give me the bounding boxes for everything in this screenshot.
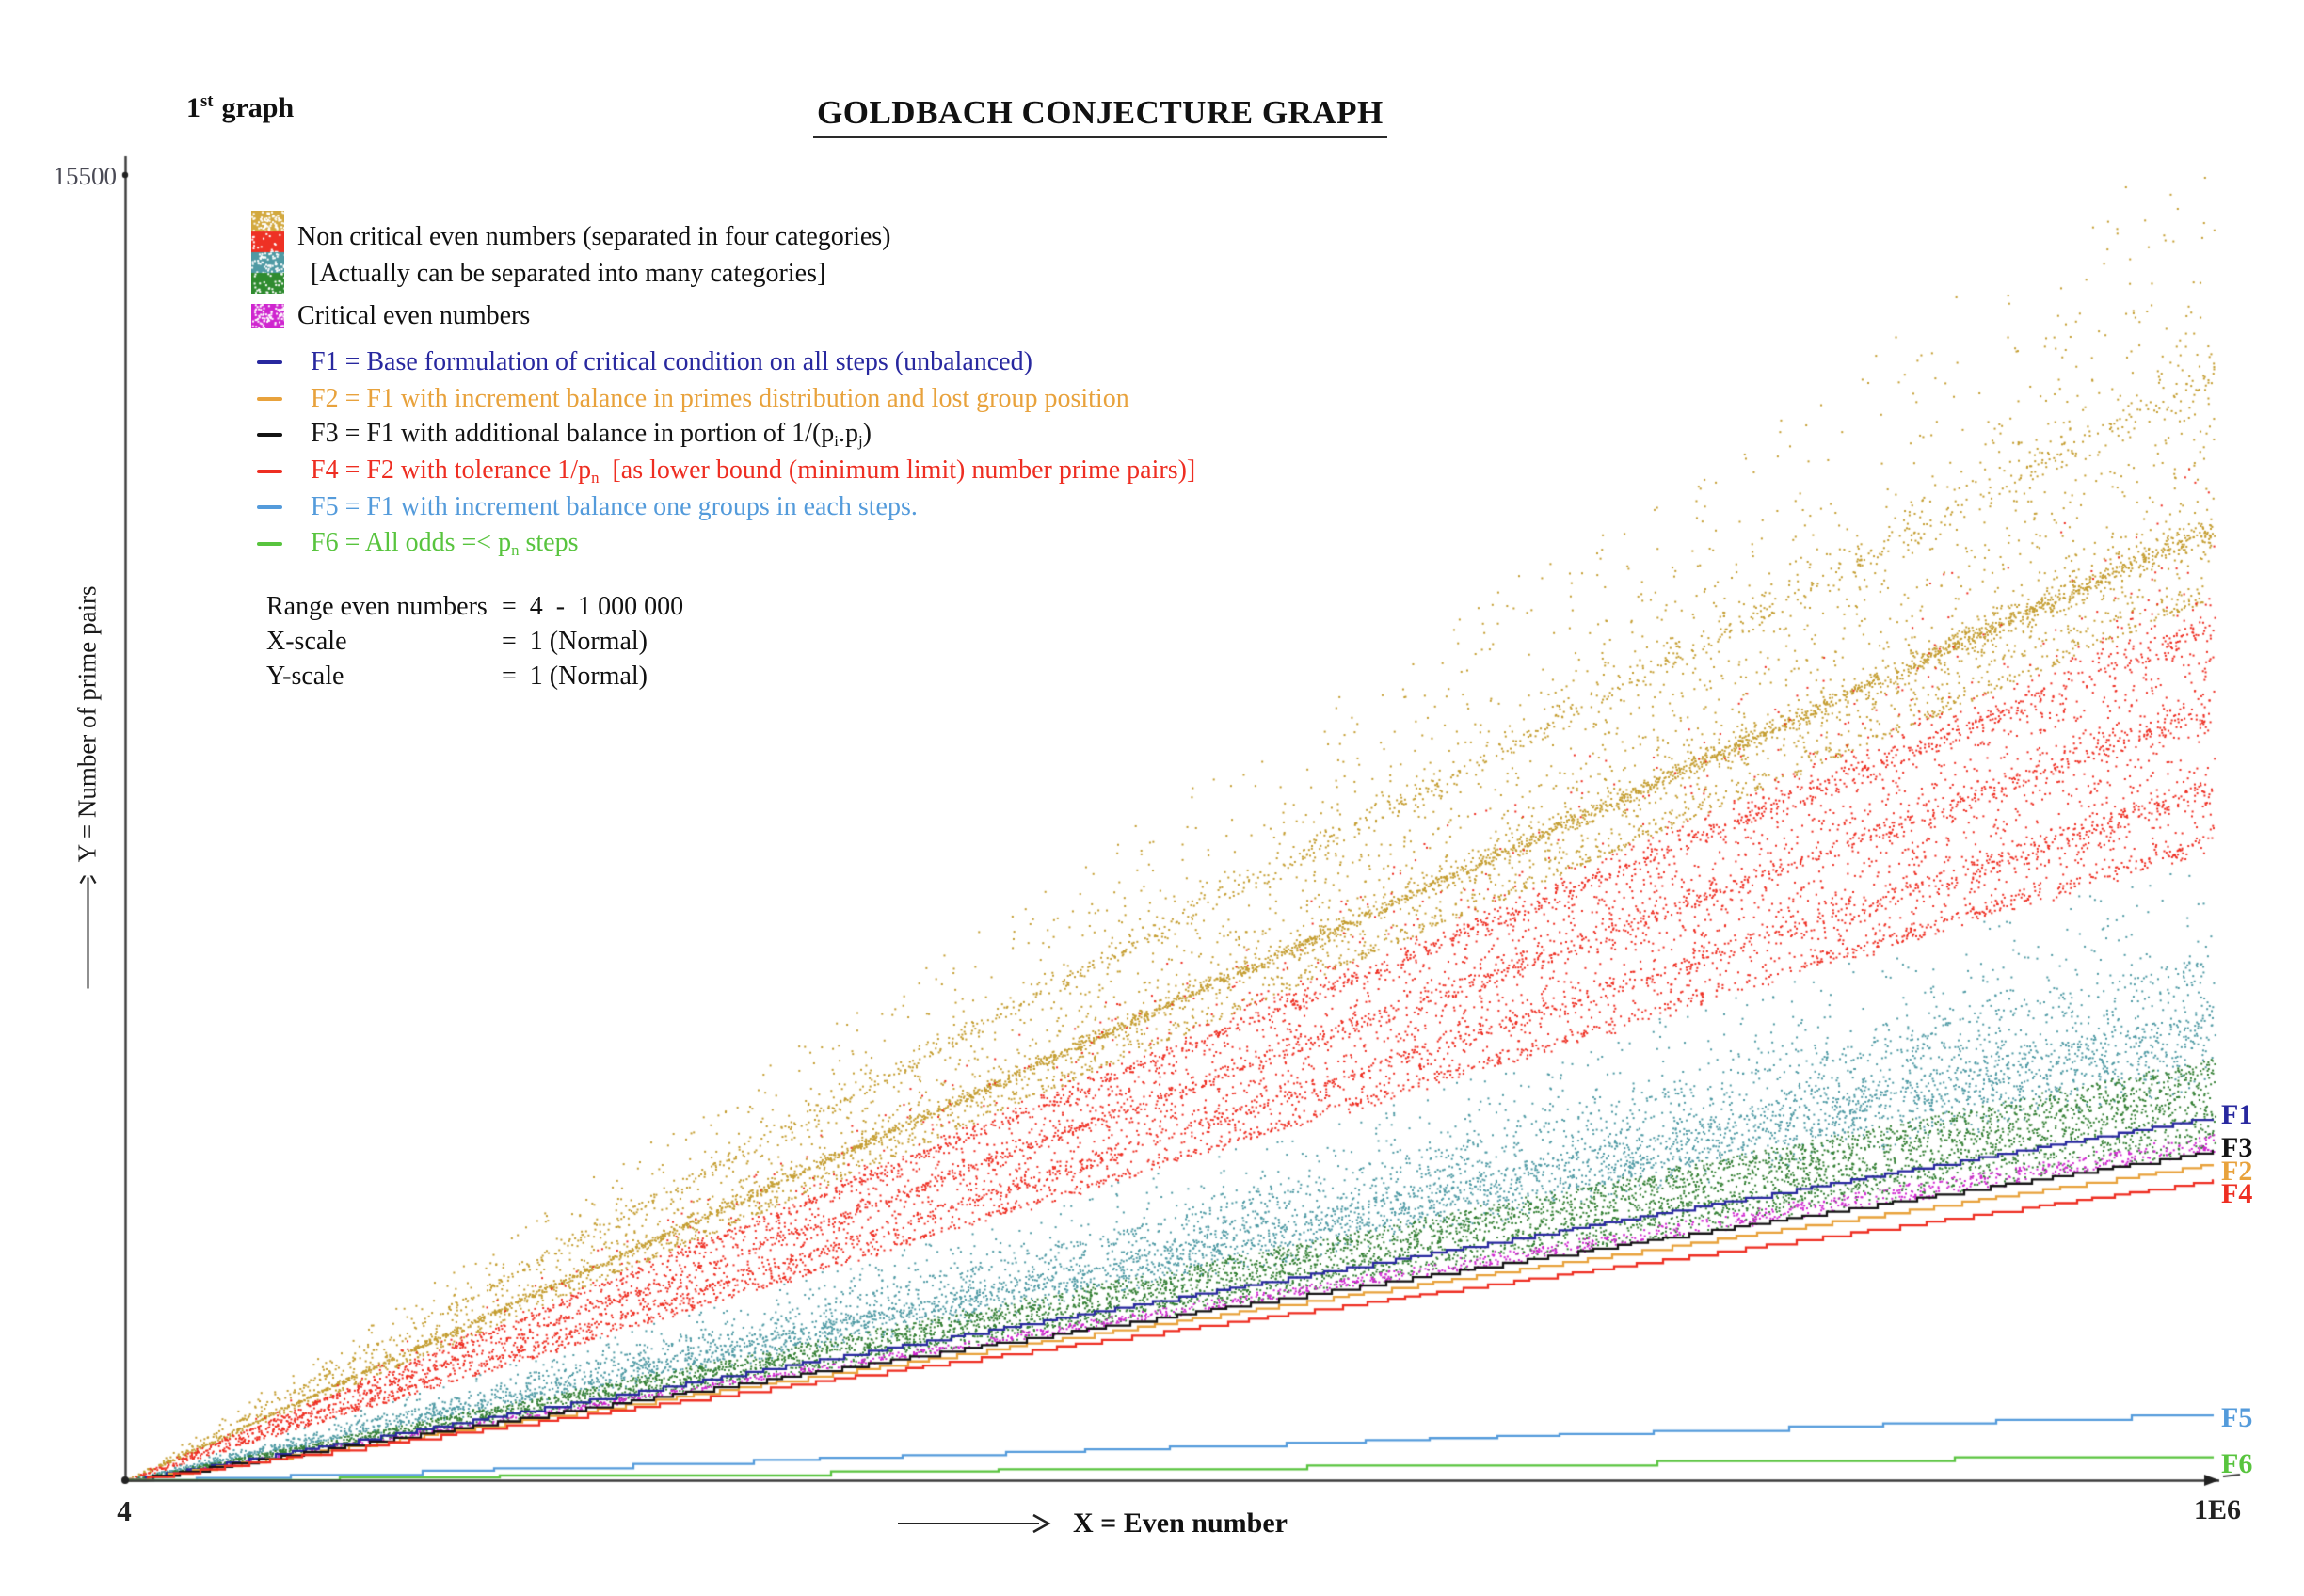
legend-critical-label: Critical even numbers — [297, 301, 531, 330]
legend-line-swatch-F5 — [257, 505, 282, 510]
critical-swatch-icon — [251, 304, 284, 328]
y-axis-caption: Y = Number of prime pairs — [73, 586, 103, 991]
legend-noncritical-entry: Non critical even numbers (separated in … — [251, 211, 891, 294]
legend-fn-label-F5: F5 = F1 with increment balance one group… — [311, 492, 918, 522]
range-info-block: Range even numbers = 4 - 1 000 000 X-sca… — [266, 589, 683, 694]
line-end-label-F3: F3 — [2221, 1131, 2253, 1163]
legend-fn-label-F4: F4 = F2 with tolerance 1/pn [as lower bo… — [311, 455, 1195, 487]
subscript: i — [834, 432, 839, 451]
text-segment: F5 = F1 with increment balance one group… — [311, 492, 918, 522]
legend-fn-row-F2: F2 = F1 with increment balance in primes… — [257, 381, 1195, 418]
text-segment: [as lower bound (minimum limit) number p… — [599, 455, 1196, 485]
y-axis-caption-text: Y = Number of prime pairs — [72, 585, 102, 863]
line-end-label-F1: F1 — [2221, 1099, 2253, 1131]
subscript: j — [857, 432, 863, 451]
line-end-label-F4: F4 — [2221, 1178, 2253, 1210]
x-axis-caption: X = Even number — [896, 1508, 1288, 1540]
legend-line-swatch-F4 — [257, 469, 282, 473]
info-value: = 1 (Normal) — [502, 661, 648, 691]
text-segment: F1 = Base formulation of critical condit… — [311, 347, 1032, 377]
legend-fn-label-F2: F2 = F1 with increment balance in primes… — [311, 384, 1129, 414]
text-segment: .p — [838, 419, 858, 449]
legend-fn-row-F3: F3 = F1 with additional balance in porti… — [257, 417, 1195, 454]
legend-noncritical-texts: Non critical even numbers (separated in … — [297, 211, 891, 289]
graph-index-number: 1 — [186, 92, 200, 123]
line-end-label-F2: F2 — [2221, 1156, 2253, 1188]
legend-line-swatch-F3 — [257, 433, 282, 438]
legend-fn-row-F5: F5 = F1 with increment balance one group… — [257, 489, 1195, 526]
subscript: n — [591, 468, 600, 487]
right-arrow-icon — [898, 1513, 1051, 1534]
chart-title: GOLDBACH CONJECTURE GRAPH — [813, 94, 1387, 138]
text-segment: F4 = F2 with tolerance 1/p — [311, 455, 592, 485]
legend-line-swatch-F6 — [257, 541, 282, 546]
graph-index-word: graph — [221, 92, 295, 123]
info-row-xscale: X-scale = 1 (Normal) — [266, 624, 683, 659]
up-arrow-icon — [79, 875, 96, 989]
graph-index-label: 1st graph — [186, 92, 294, 124]
legend-fn-label-F3: F3 = F1 with additional balance in porti… — [311, 419, 872, 451]
text-segment: F6 = All odds =< p — [311, 527, 512, 557]
info-label: Y-scale — [266, 661, 344, 691]
noncritical-swatch-icon — [251, 211, 284, 294]
legend-fn-row-F6: F6 = All odds =< pn steps — [257, 526, 1195, 563]
legend-fn-row-F4: F4 = F2 with tolerance 1/pn [as lower bo… — [257, 454, 1195, 490]
line-end-label-F5: F5 — [2221, 1402, 2253, 1434]
legend-line-swatch-F1 — [257, 360, 282, 365]
text-segment: F2 = F1 with increment balance in primes… — [311, 383, 1129, 413]
legend-fn-row-F1: F1 = Base formulation of critical condit… — [257, 344, 1195, 381]
legend-fn-label-F1: F1 = Base formulation of critical condit… — [311, 347, 1032, 377]
legend-line-swatch-F2 — [257, 396, 282, 401]
text-segment: ) — [862, 419, 872, 449]
x-axis-tick-label-max: 1E6 — [2193, 1494, 2241, 1525]
y-axis-tick-label: 15500 — [53, 162, 118, 190]
legend-critical-entry: Critical even numbers — [251, 301, 530, 331]
x-axis-tick-label-min: 4 — [117, 1494, 132, 1527]
legend-noncritical-line1: Non critical even numbers (separated in … — [297, 222, 891, 251]
text-segment: steps — [519, 527, 579, 557]
info-label: X-scale — [266, 626, 347, 656]
info-value: = 1 (Normal) — [502, 626, 648, 656]
info-row-range: Range even numbers = 4 - 1 000 000 — [266, 589, 683, 624]
legend-fn-label-F6: F6 = All odds =< pn steps — [311, 528, 578, 560]
info-row-yscale: Y-scale = 1 (Normal) — [266, 659, 683, 694]
legend-noncritical-line2: [Actually can be separated into many cat… — [311, 259, 826, 288]
graph-index-ordinal: st — [200, 91, 214, 111]
function-legend: F1 = Base formulation of critical condit… — [257, 344, 1195, 562]
info-value: = 4 - 1 000 000 — [502, 591, 684, 621]
subscript: n — [511, 540, 520, 559]
info-label: Range even numbers — [266, 591, 488, 621]
text-segment: F3 = F1 with additional balance in porti… — [311, 419, 835, 449]
line-end-label-F6: F6 — [2221, 1448, 2253, 1480]
x-axis-caption-text: X = Even number — [1073, 1508, 1288, 1539]
